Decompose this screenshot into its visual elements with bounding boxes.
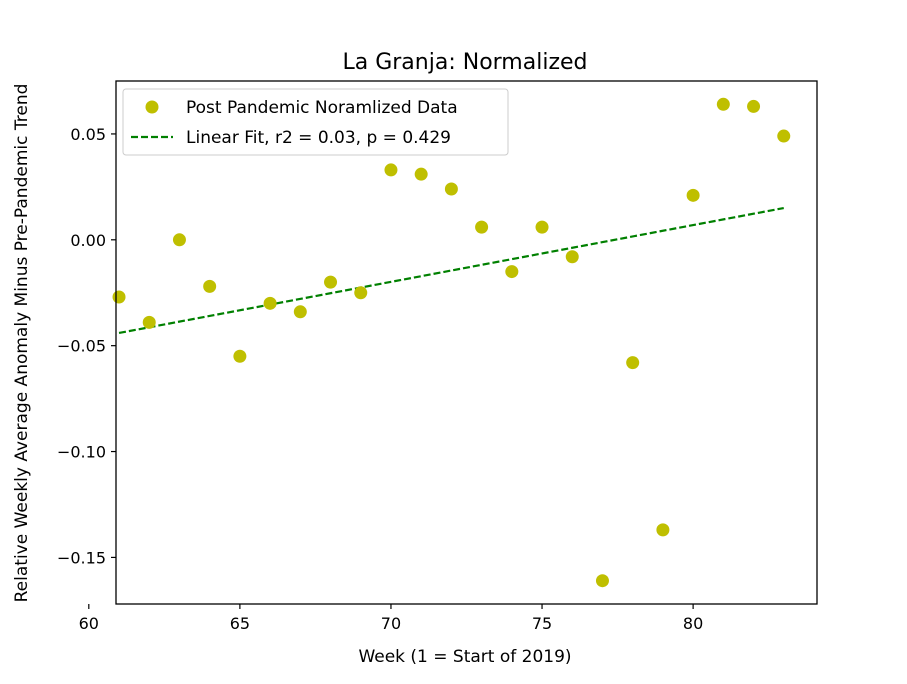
data-point [565, 250, 579, 264]
y-tick-label: 0.00 [70, 231, 106, 250]
y-tick-label: −0.15 [57, 548, 106, 567]
fit-line-layer [118, 206, 784, 335]
x-tick-label: 65 [230, 614, 250, 633]
legend-label-fit-line: Linear Fit, r2 = 0.03, p = 0.429 [186, 128, 451, 148]
data-points [112, 97, 791, 588]
data-point [324, 275, 338, 289]
data-point [384, 163, 398, 177]
data-point [354, 286, 368, 300]
y-tick-label: 0.05 [70, 125, 106, 144]
data-point [777, 129, 791, 143]
data-point [112, 290, 126, 304]
data-point [535, 220, 549, 234]
data-point [172, 233, 186, 247]
axis-ticks: 60 65 70 75 80 −0.15 −0.10 −0.05 0.00 0.05 [57, 125, 703, 633]
data-point [475, 220, 489, 234]
legend: Post Pandemic Noramlized Data Linear Fit… [122, 88, 509, 156]
linear-fit-line [118, 206, 784, 335]
data-point [595, 574, 609, 588]
data-point [626, 356, 640, 370]
x-tick-label: 60 [79, 614, 99, 633]
data-point [656, 523, 670, 537]
data-point [233, 349, 247, 363]
legend-marker-scatter [145, 100, 159, 114]
data-point [414, 167, 428, 181]
y-axis-label: Relative Weekly Average Anomaly Minus Pr… [12, 84, 32, 603]
x-tick-label: 75 [532, 614, 552, 633]
data-point [203, 279, 217, 293]
x-axis-label: Week (1 = Start of 2019) [358, 647, 571, 667]
data-point [505, 265, 519, 279]
data-point [263, 296, 277, 310]
data-point [444, 182, 458, 196]
legend-box [122, 88, 509, 156]
data-point [142, 315, 156, 329]
legend-label-scatter: Post Pandemic Noramlized Data [186, 98, 458, 118]
chart-title: La Granja: Normalized [342, 50, 587, 75]
x-tick-label: 80 [683, 614, 703, 633]
data-point [716, 97, 730, 111]
data-point [686, 188, 700, 202]
y-tick-label: −0.05 [57, 337, 106, 356]
data-point [747, 99, 761, 113]
plot-area-frame [115, 80, 818, 605]
y-tick-label: −0.10 [57, 443, 106, 462]
x-tick-label: 70 [381, 614, 401, 633]
data-point [293, 305, 307, 319]
